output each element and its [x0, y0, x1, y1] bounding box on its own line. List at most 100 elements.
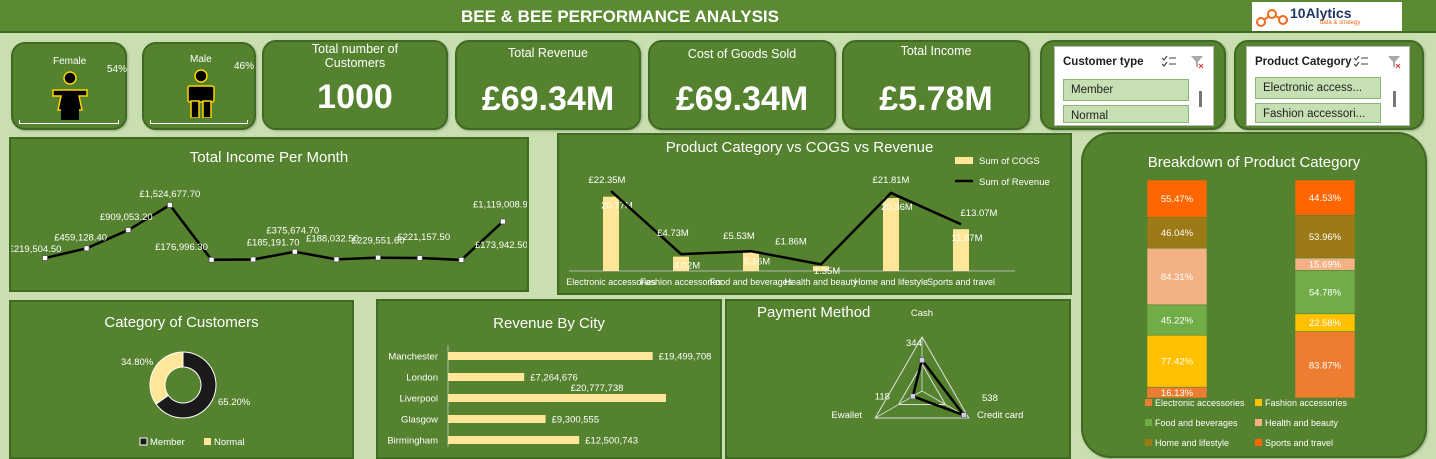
total-customers-label: Total number of Customers — [311, 42, 399, 70]
customers-chart-title: Category of Customers — [104, 314, 259, 331]
male-icon — [187, 69, 215, 118]
revenue-by-city-chart: Manchester £19,499,708 London £7,264,676 Liv… — [387, 345, 711, 447]
radar-point — [961, 412, 967, 419]
slicer-item-fashion[interactable]: Fashion accessori... — [1255, 103, 1381, 123]
cogs-bar — [673, 256, 689, 271]
revenue-data-label: £4.73M — [657, 228, 689, 239]
header-bar: BEE & BEE PERFORMANCE ANALYSIS 10Alytics… — [0, 0, 1436, 33]
slicer-scrollbar[interactable] — [1393, 91, 1396, 107]
radar-value-credit: 538 — [982, 393, 998, 404]
breakdown-segment — [1294, 270, 1356, 315]
radar-grid — [897, 363, 947, 405]
radar-grid — [874, 335, 970, 419]
income-data-label: £188,032.50 — [306, 233, 359, 244]
income-data-label: £176,996.30 — [155, 242, 208, 253]
breakdown-legend-label: Food and beverages — [1155, 418, 1238, 428]
income-data-label: £459,128.40 — [54, 232, 107, 243]
income-line-chart: £219,504.50£459,128.40 £909,053.20 £1,524,… — [11, 189, 527, 263]
clear-filter-icon[interactable] — [1387, 55, 1401, 69]
radar-series — [911, 357, 968, 418]
total-revenue-card: Total Revenue £69.34M — [455, 40, 641, 130]
breakdown-legend-swatch — [1255, 439, 1262, 446]
income-data-label: £1,524,677.70 — [140, 189, 201, 200]
city-tick-label: Glasgow — [401, 415, 438, 426]
income-data-label: £909,053.20 — [100, 212, 153, 223]
clear-filter-icon[interactable] — [1190, 55, 1204, 69]
category-tick-label: Sports and travel — [927, 277, 995, 287]
total-revenue-label: Total Revenue — [508, 46, 588, 60]
revenue-data-label: £5.53M — [723, 231, 755, 242]
breakdown-legend-swatch — [1145, 399, 1152, 406]
income-point — [125, 227, 132, 233]
breakdown-segment-label: 54.78% — [1309, 288, 1342, 299]
cogs-data-label: 5.16M — [744, 257, 770, 268]
product-category-slicer-panel: Product Category Electronic access... Fa… — [1234, 40, 1424, 130]
category-tick-label: Home and lifestyle — [854, 277, 928, 287]
page-title: BEE & BEE PERFORMANCE ANALYSIS — [460, 7, 779, 26]
multi-select-icon[interactable] — [1161, 55, 1177, 69]
legend-revenue-label: Sum of Revenue — [979, 177, 1050, 188]
payment-method-panel: Payment Method Cash Credit card Ewallet 344… — [725, 299, 1071, 459]
logo-icon — [1256, 9, 1288, 27]
multi-select-icon[interactable] — [1353, 55, 1369, 69]
breakdown-segment-label: 46.04% — [1161, 228, 1194, 239]
city-tick-label: Manchester — [388, 352, 438, 363]
income-point — [250, 256, 257, 263]
income-point — [416, 255, 423, 261]
category-of-customers-panel: Category of Customers 65.20% 34.80% Member… — [9, 300, 354, 459]
breakdown-segment-label: 53.96% — [1309, 232, 1342, 243]
payment-chart-title: Payment Method — [757, 304, 871, 321]
category-cogs-revenue-panel: Product Category vs COGS vs Revenue 20.7… — [557, 133, 1072, 295]
logo-subtext: data & strategy — [1320, 20, 1361, 26]
logo: 10Alytics data & strategy — [1252, 2, 1402, 31]
city-chart-title: Revenue By City — [493, 315, 605, 332]
breakdown-segment — [1146, 334, 1208, 388]
radar-axis-ewallet: Ewallet — [831, 410, 862, 421]
city-data-label: £12,500,743 — [585, 436, 638, 447]
female-pct: 54% — [107, 64, 128, 75]
payment-radar-chart: Cash Credit card Ewallet 344 538 118 — [831, 308, 1023, 421]
breakdown-segment — [1294, 331, 1356, 399]
income-point — [333, 256, 340, 263]
city-bar — [448, 436, 580, 444]
female-label: Female — [53, 56, 87, 67]
breakdown-segment-label: 22.58% — [1309, 318, 1342, 329]
city-bar — [448, 352, 653, 360]
breakdown-segment — [1146, 247, 1208, 306]
cogs-data-label: 20.36M — [881, 202, 913, 213]
breakdown-legend-label: Home and lifestyle — [1155, 438, 1229, 448]
breakdown-segment-label: 15.69% — [1309, 260, 1342, 271]
donut-slice — [155, 351, 217, 419]
female-card: Female 54% — [11, 42, 127, 130]
income-data-label: £1,119,008.90 — [473, 199, 527, 210]
breakdown-stacked-chart: 16.13% 77.42% 45.22% 84.31% 46.04% 55.47% 83.8… — [1145, 179, 1356, 448]
radar-axis-cash: Cash — [911, 308, 933, 319]
legend-normal-swatch — [204, 438, 211, 445]
slicer-scrollbar[interactable] — [1199, 91, 1202, 107]
cogs-value: £69.34M — [675, 80, 809, 118]
cogs-revenue-combo-chart: 20.77M 4.02M 5.16M 1.35M 20.36M 11.67M £22.35M… — [566, 156, 1050, 287]
income-line — [44, 203, 504, 262]
female-icon — [52, 71, 88, 120]
breakdown-segment — [1146, 304, 1208, 336]
revenue-data-label: £1.86M — [775, 236, 807, 247]
city-tick-label: London — [406, 373, 438, 384]
income-point — [208, 256, 215, 263]
slicer-item-electronic[interactable]: Electronic access... — [1255, 77, 1381, 99]
income-point — [500, 218, 506, 225]
legend-cogs-label: Sum of COGS — [979, 156, 1040, 167]
male-label: Male — [190, 54, 212, 65]
revenue-data-label: £13.07M — [961, 208, 998, 219]
radar-axis-credit: Credit card — [977, 410, 1023, 421]
legend-cogs-swatch — [955, 157, 973, 164]
breakdown-legend-label: Sports and travel — [1265, 438, 1333, 448]
customer-type-slicer-panel: Customer type Member Normal — [1040, 40, 1226, 130]
city-bar — [448, 373, 525, 381]
legend-normal-label: Normal — [214, 437, 245, 448]
slicer-item-member[interactable]: Member — [1063, 79, 1189, 101]
city-data-label: £7,264,676 — [530, 373, 578, 384]
total-revenue-value: £69.34M — [481, 80, 615, 118]
slicer-item-normal[interactable]: Normal — [1063, 105, 1189, 123]
product-category-slicer-title: Product Category — [1255, 56, 1352, 68]
breakdown-legend-swatch — [1145, 419, 1152, 426]
